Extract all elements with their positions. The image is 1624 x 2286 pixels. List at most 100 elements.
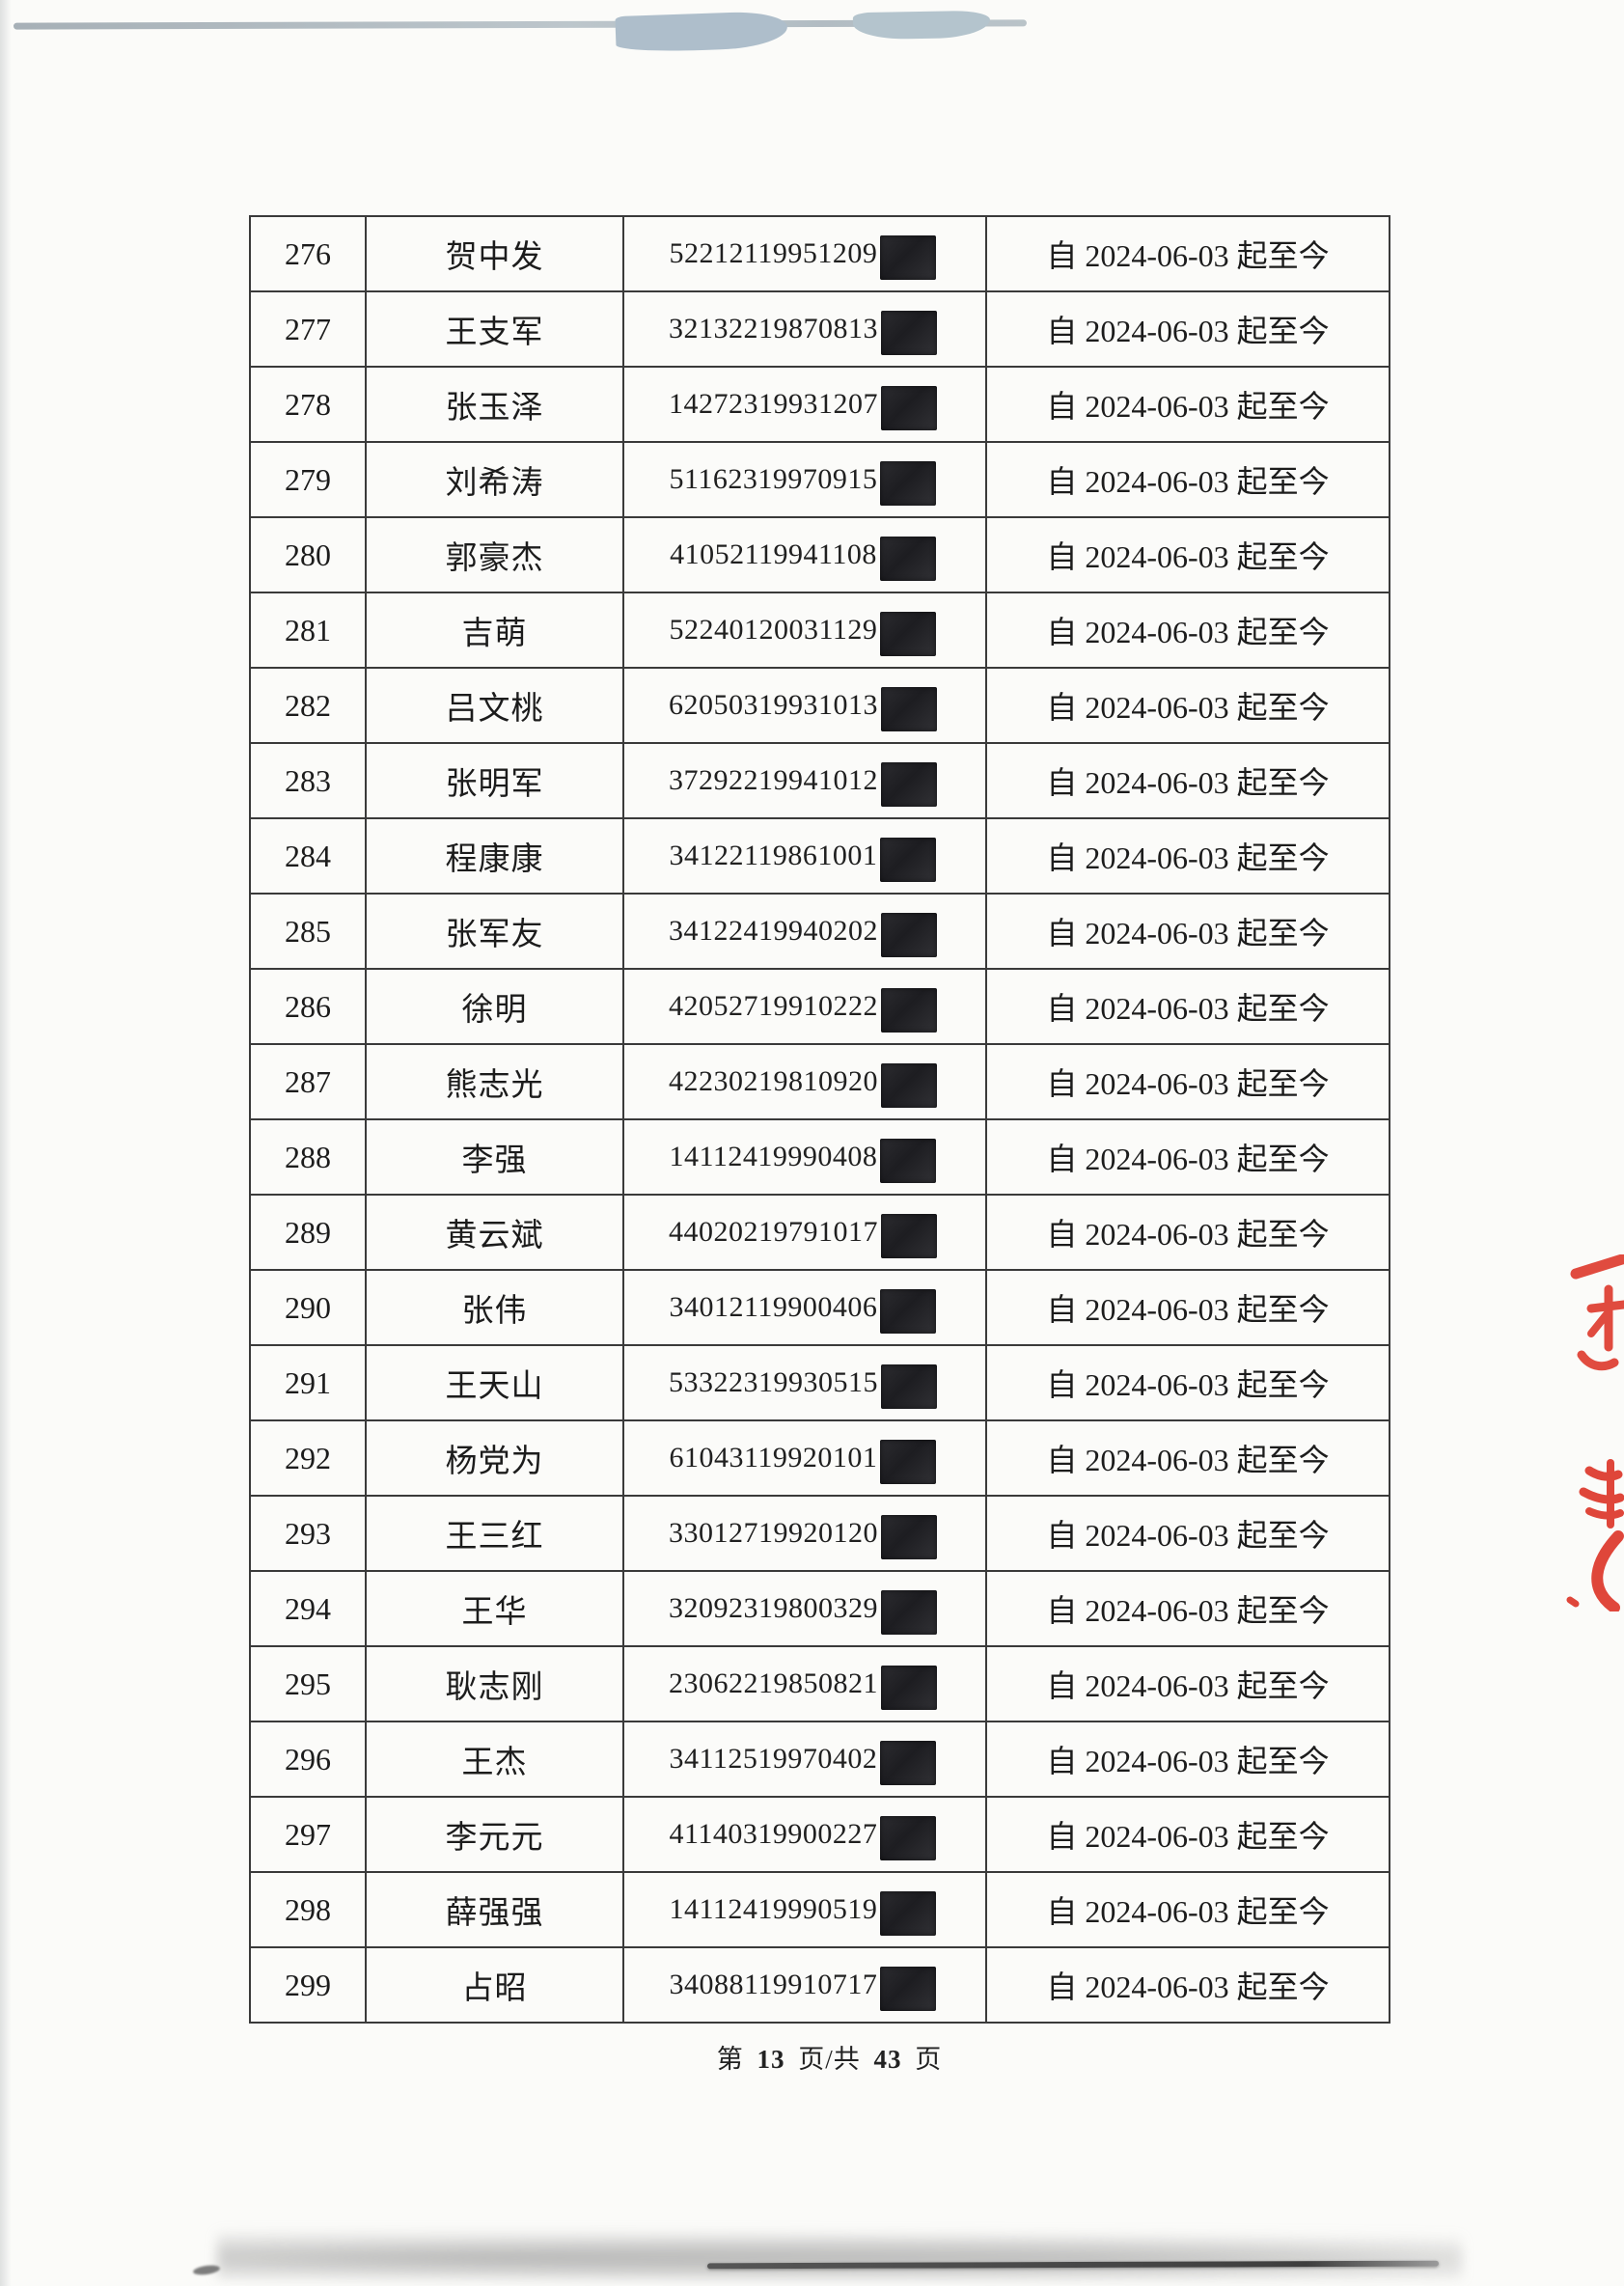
table-row: 288 李强 14112419990408 自 2024-06-03 起至今	[251, 1120, 1389, 1196]
validity-period-cell: 自 2024-06-03 起至今	[1046, 1518, 1330, 1553]
redaction-box	[881, 1590, 937, 1635]
id-number: 62050319931013	[669, 689, 878, 721]
table-row: 296 王杰 34112519970402 自 2024-06-03 起至今	[251, 1722, 1389, 1798]
redaction-box	[880, 1139, 937, 1183]
id-number: 32092319800329	[669, 1592, 878, 1624]
row-number-cell: 287	[251, 1045, 367, 1118]
validity-period-cell: 自 2024-06-03 起至今	[1046, 1894, 1330, 1929]
row-number-cell: 280	[251, 518, 367, 592]
page-indicator: 第 13 页/共 43 页	[0, 2038, 1624, 2076]
name-cell: 熊志光	[367, 1045, 624, 1118]
id-number: 14112419990519	[669, 1893, 878, 1925]
id-number: 33012719920120	[669, 1517, 878, 1549]
id-number: 34122419940202	[669, 915, 878, 947]
id-number: 61043119920101	[669, 1442, 878, 1474]
table-row: 299 占昭 34088119910717 自 2024-06-03 起至今	[251, 1948, 1389, 2024]
name-cell: 王华	[367, 1572, 624, 1645]
table-row: 285 张军友 34122419940202 自 2024-06-03 起至今	[251, 895, 1389, 970]
id-cell: 44020219791017	[624, 1196, 987, 1269]
validity-period-cell: 自 2024-06-03 起至今	[1046, 1292, 1330, 1327]
name-cell: 王支军	[367, 292, 624, 366]
scan-smudge-icon	[852, 10, 991, 41]
validity-period-cell: 自 2024-06-03 起至今	[1046, 1142, 1330, 1176]
name-cell: 张军友	[367, 895, 624, 968]
id-number: 51162319970915	[669, 463, 878, 495]
id-cell: 33012719920120	[624, 1497, 987, 1570]
redaction-box	[879, 537, 936, 581]
id-number: 37292219941012	[669, 764, 878, 796]
validity-period-cell: 自 2024-06-03 起至今	[1046, 1593, 1330, 1628]
redaction-box	[881, 1063, 937, 1108]
table-row: 289 黄云斌 44020219791017 自 2024-06-03 起至今	[251, 1196, 1389, 1271]
validity-period-cell: 自 2024-06-03 起至今	[1046, 765, 1330, 800]
id-cell: 34112519970402	[624, 1722, 987, 1796]
id-cell: 52212119951209	[624, 217, 987, 290]
id-cell: 34122419940202	[624, 895, 987, 968]
row-number-cell: 277	[251, 292, 367, 366]
redaction-box	[881, 1515, 937, 1559]
validity-period-cell: 自 2024-06-03 起至今	[1046, 464, 1330, 499]
table-row: 278 张玉泽 14272319931207 自 2024-06-03 起至今	[251, 368, 1389, 443]
validity-period-cell: 自 2024-06-03 起至今	[1046, 991, 1330, 1026]
row-number-cell: 285	[251, 895, 367, 968]
id-cell: 32132219870813	[624, 292, 987, 366]
validity-period-cell: 自 2024-06-03 起至今	[1046, 1367, 1330, 1402]
row-number-cell: 296	[251, 1722, 367, 1796]
name-cell: 贺中发	[367, 217, 624, 290]
redaction-box	[881, 386, 937, 430]
table-row: 279 刘希涛 51162319970915 自 2024-06-03 起至今	[251, 443, 1389, 518]
page-number: 13	[757, 2045, 785, 2074]
id-number: 41052119941108	[670, 538, 877, 570]
table-row: 293 王三红 33012719920120 自 2024-06-03 起至今	[251, 1497, 1389, 1572]
name-cell: 刘希涛	[367, 443, 624, 516]
id-cell: 34122119861001	[624, 819, 987, 893]
validity-period-cell: 自 2024-06-03 起至今	[1046, 1819, 1330, 1854]
redaction-box	[881, 311, 937, 355]
redaction-box	[881, 1214, 937, 1258]
validity-period-cell: 自 2024-06-03 起至今	[1046, 1969, 1330, 2004]
validity-period-cell: 自 2024-06-03 起至今	[1046, 1217, 1330, 1252]
row-number-cell: 295	[251, 1647, 367, 1721]
redaction-box	[880, 1891, 937, 1936]
roster-table: 276 贺中发 52212119951209 自 2024-06-03 起至今 …	[249, 215, 1390, 2024]
red-stamp-fragment-icon	[1560, 1457, 1624, 1611]
name-cell: 吉萌	[367, 593, 624, 667]
table-row: 286 徐明 42052719910222 自 2024-06-03 起至今	[251, 970, 1389, 1045]
id-cell: 14112419990519	[624, 1873, 987, 1946]
name-cell: 郭豪杰	[367, 518, 624, 592]
table-row: 281 吉萌 52240120031129 自 2024-06-03 起至今	[251, 593, 1389, 669]
row-number-cell: 278	[251, 368, 367, 441]
validity-period-cell: 自 2024-06-03 起至今	[1046, 1668, 1330, 1703]
row-number-cell: 281	[251, 593, 367, 667]
name-cell: 张明军	[367, 744, 624, 817]
table-row: 283 张明军 37292219941012 自 2024-06-03 起至今	[251, 744, 1389, 819]
id-number: 23062219850821	[669, 1667, 878, 1699]
name-cell: 杨党为	[367, 1421, 624, 1495]
validity-period-cell: 自 2024-06-03 起至今	[1046, 539, 1330, 574]
name-cell: 张玉泽	[367, 368, 624, 441]
validity-period-cell: 自 2024-06-03 起至今	[1046, 690, 1330, 725]
id-cell: 37292219941012	[624, 744, 987, 817]
id-number: 14272319931207	[669, 388, 878, 420]
table-row: 290 张伟 34012119900406 自 2024-06-03 起至今	[251, 1271, 1389, 1346]
id-cell: 53322319930515	[624, 1346, 987, 1419]
id-cell: 41140319900227	[624, 1798, 987, 1871]
row-number-cell: 291	[251, 1346, 367, 1419]
total-pages: 43	[873, 2045, 902, 2074]
page-indicator-prefix: 第	[716, 2045, 744, 2074]
validity-period-cell: 自 2024-06-03 起至今	[1046, 389, 1330, 424]
id-cell: 62050319931013	[624, 669, 987, 742]
row-number-cell: 286	[251, 970, 367, 1043]
id-number: 14112419990408	[669, 1141, 878, 1172]
scan-smudge-icon	[615, 10, 788, 54]
id-cell: 61043119920101	[624, 1421, 987, 1495]
row-number-cell: 294	[251, 1572, 367, 1645]
validity-period-cell: 自 2024-06-03 起至今	[1046, 840, 1330, 875]
validity-period-cell: 自 2024-06-03 起至今	[1046, 1744, 1330, 1778]
row-number-cell: 299	[251, 1948, 367, 2022]
table-row: 280 郭豪杰 41052119941108 自 2024-06-03 起至今	[251, 518, 1389, 593]
validity-period-cell: 自 2024-06-03 起至今	[1046, 916, 1330, 950]
id-number: 42230219810920	[669, 1065, 878, 1097]
name-cell: 薛强强	[367, 1873, 624, 1946]
table-row: 291 王天山 53322319930515 自 2024-06-03 起至今	[251, 1346, 1389, 1421]
